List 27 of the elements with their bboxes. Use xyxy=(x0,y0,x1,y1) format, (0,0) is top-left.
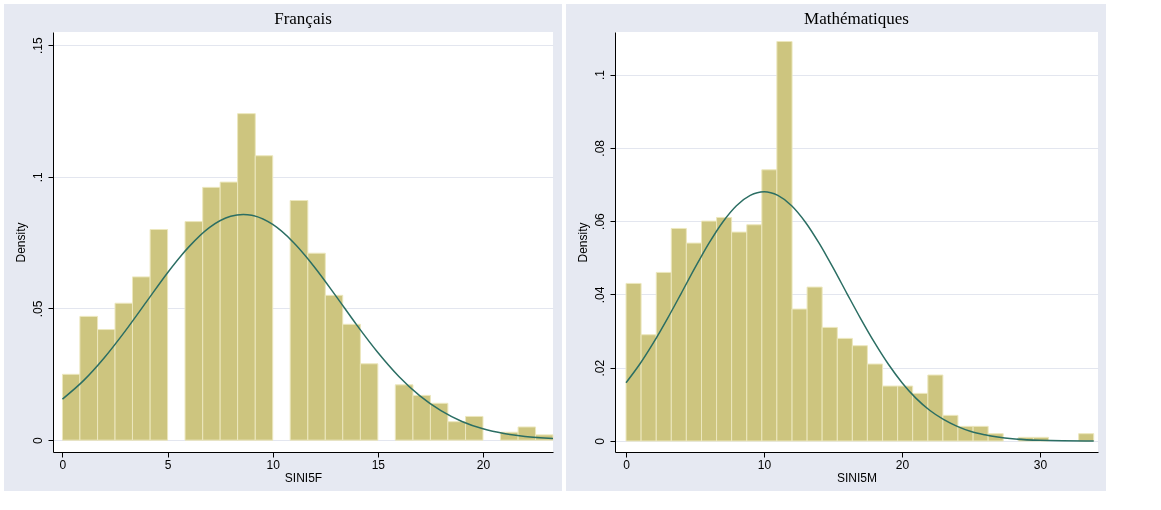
y-tick-label: .1 xyxy=(592,69,607,81)
y-tick-label: .15 xyxy=(30,37,45,55)
y-axis-title: Density xyxy=(575,222,590,263)
y-axis-title: Density xyxy=(13,222,28,263)
x-axis-title: SINI5M xyxy=(836,470,878,485)
y-tick-label: 0 xyxy=(592,437,607,445)
y-tick-label: .02 xyxy=(592,359,607,377)
chart-title: Mathématiques xyxy=(804,9,909,28)
x-tick-label: 10 xyxy=(757,457,772,472)
y-tick-label: .08 xyxy=(592,139,607,157)
x-axis-title: SINI5F xyxy=(284,470,323,485)
x-tick-label: 15 xyxy=(371,457,386,472)
line-series xyxy=(625,191,1095,442)
x-tick-label: 0 xyxy=(623,457,631,472)
y-tick-label: .1 xyxy=(30,172,45,183)
y-tick-label: .05 xyxy=(30,300,45,318)
y-tick-label: .06 xyxy=(592,212,607,230)
x-tick-label: 10 xyxy=(266,457,281,472)
y-tick-label: 0 xyxy=(30,436,45,444)
chart-title: Français xyxy=(274,9,332,28)
x-tick-label: 30 xyxy=(1033,457,1048,472)
x-tick-label: 20 xyxy=(895,457,910,472)
y-tick-label: .04 xyxy=(592,286,607,304)
x-tick-label: 0 xyxy=(59,457,67,472)
x-tick-label: 20 xyxy=(476,457,491,472)
line-series xyxy=(61,213,554,440)
x-tick-label: 5 xyxy=(164,457,172,472)
